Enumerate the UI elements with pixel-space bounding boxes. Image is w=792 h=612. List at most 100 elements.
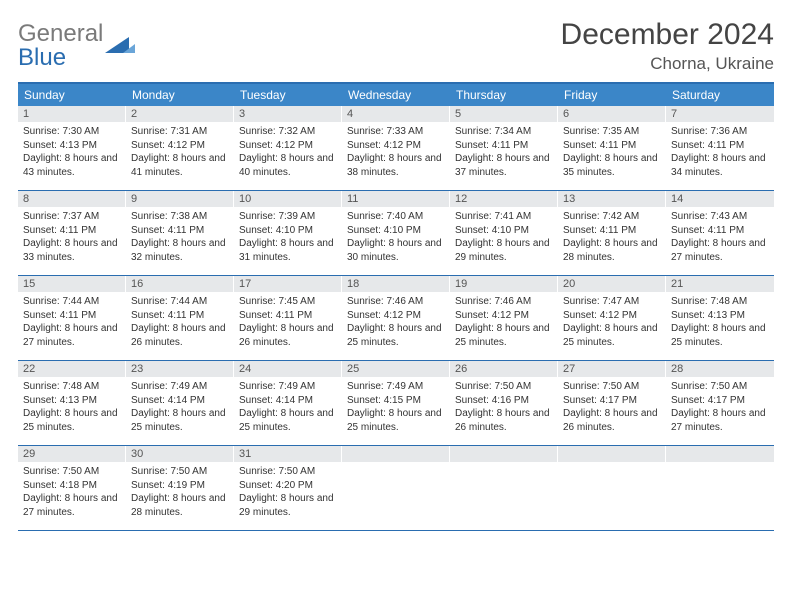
sunrise-line: Sunrise: 7:30 AM <box>23 125 121 139</box>
day-body: Sunrise: 7:43 AMSunset: 4:11 PMDaylight:… <box>666 207 774 269</box>
day-number: 25 <box>342 361 450 377</box>
day-body: Sunrise: 7:50 AMSunset: 4:17 PMDaylight:… <box>666 377 774 439</box>
sunrise-line: Sunrise: 7:36 AM <box>671 125 769 139</box>
week-row: 15Sunrise: 7:44 AMSunset: 4:11 PMDayligh… <box>18 276 774 361</box>
sunset-line: Sunset: 4:19 PM <box>131 479 229 493</box>
sunset-line: Sunset: 4:17 PM <box>671 394 769 408</box>
day-cell: 10Sunrise: 7:39 AMSunset: 4:10 PMDayligh… <box>234 191 342 275</box>
week-row: 22Sunrise: 7:48 AMSunset: 4:13 PMDayligh… <box>18 361 774 446</box>
day-body: Sunrise: 7:33 AMSunset: 4:12 PMDaylight:… <box>342 122 450 184</box>
day-body: Sunrise: 7:50 AMSunset: 4:16 PMDaylight:… <box>450 377 558 439</box>
daylight-line: Daylight: 8 hours and 28 minutes. <box>131 492 229 519</box>
day-number: 23 <box>126 361 234 377</box>
sunrise-line: Sunrise: 7:39 AM <box>239 210 337 224</box>
day-body: Sunrise: 7:48 AMSunset: 4:13 PMDaylight:… <box>666 292 774 354</box>
day-body: Sunrise: 7:34 AMSunset: 4:11 PMDaylight:… <box>450 122 558 184</box>
sunrise-line: Sunrise: 7:45 AM <box>239 295 337 309</box>
day-number: 24 <box>234 361 342 377</box>
sunrise-line: Sunrise: 7:43 AM <box>671 210 769 224</box>
sunset-line: Sunset: 4:11 PM <box>131 224 229 238</box>
day-number: 3 <box>234 106 342 122</box>
day-number: 11 <box>342 191 450 207</box>
daylight-line: Daylight: 8 hours and 33 minutes. <box>23 237 121 264</box>
sunset-line: Sunset: 4:12 PM <box>455 309 553 323</box>
daylight-line: Daylight: 8 hours and 25 minutes. <box>563 322 661 349</box>
sunset-line: Sunset: 4:11 PM <box>239 309 337 323</box>
daylight-line: Daylight: 8 hours and 35 minutes. <box>563 152 661 179</box>
day-body: Sunrise: 7:50 AMSunset: 4:19 PMDaylight:… <box>126 462 234 524</box>
daylight-line: Daylight: 8 hours and 29 minutes. <box>239 492 337 519</box>
daylight-line: Daylight: 8 hours and 25 minutes. <box>455 322 553 349</box>
sunset-line: Sunset: 4:15 PM <box>347 394 445 408</box>
daylight-line: Daylight: 8 hours and 27 minutes. <box>671 407 769 434</box>
sunrise-line: Sunrise: 7:44 AM <box>131 295 229 309</box>
sunset-line: Sunset: 4:11 PM <box>131 309 229 323</box>
sunset-line: Sunset: 4:12 PM <box>239 139 337 153</box>
day-number: 15 <box>18 276 126 292</box>
sunrise-line: Sunrise: 7:48 AM <box>671 295 769 309</box>
day-number: 7 <box>666 106 774 122</box>
sunset-line: Sunset: 4:12 PM <box>347 139 445 153</box>
daylight-line: Daylight: 8 hours and 31 minutes. <box>239 237 337 264</box>
day-cell: 11Sunrise: 7:40 AMSunset: 4:10 PMDayligh… <box>342 191 450 275</box>
location: Chorna, Ukraine <box>561 54 774 74</box>
sunset-line: Sunset: 4:14 PM <box>131 394 229 408</box>
day-cell: 6Sunrise: 7:35 AMSunset: 4:11 PMDaylight… <box>558 106 666 190</box>
daylight-line: Daylight: 8 hours and 37 minutes. <box>455 152 553 179</box>
sunset-line: Sunset: 4:13 PM <box>23 139 121 153</box>
sunset-line: Sunset: 4:11 PM <box>23 309 121 323</box>
logo-text: General Blue <box>18 22 103 70</box>
day-body: Sunrise: 7:48 AMSunset: 4:13 PMDaylight:… <box>18 377 126 439</box>
logo-part1: General <box>18 20 103 47</box>
day-cell: 27Sunrise: 7:50 AMSunset: 4:17 PMDayligh… <box>558 361 666 445</box>
sunrise-line: Sunrise: 7:49 AM <box>239 380 337 394</box>
day-number: 30 <box>126 446 234 462</box>
sunset-line: Sunset: 4:17 PM <box>563 394 661 408</box>
day-body: Sunrise: 7:49 AMSunset: 4:14 PMDaylight:… <box>126 377 234 439</box>
sunrise-line: Sunrise: 7:48 AM <box>23 380 121 394</box>
sunset-line: Sunset: 4:12 PM <box>347 309 445 323</box>
sunset-line: Sunset: 4:11 PM <box>563 224 661 238</box>
day-number: 31 <box>234 446 342 462</box>
sunset-line: Sunset: 4:11 PM <box>23 224 121 238</box>
day-number: 5 <box>450 106 558 122</box>
day-cell: 22Sunrise: 7:48 AMSunset: 4:13 PMDayligh… <box>18 361 126 445</box>
month-title: December 2024 <box>561 18 774 52</box>
day-cell: 31Sunrise: 7:50 AMSunset: 4:20 PMDayligh… <box>234 446 342 530</box>
day-cell: 20Sunrise: 7:47 AMSunset: 4:12 PMDayligh… <box>558 276 666 360</box>
day-body: Sunrise: 7:46 AMSunset: 4:12 PMDaylight:… <box>450 292 558 354</box>
day-number: 26 <box>450 361 558 377</box>
logo-part2: Blue <box>18 44 66 71</box>
sunrise-line: Sunrise: 7:33 AM <box>347 125 445 139</box>
day-cell: 26Sunrise: 7:50 AMSunset: 4:16 PMDayligh… <box>450 361 558 445</box>
day-number: 6 <box>558 106 666 122</box>
day-number: 12 <box>450 191 558 207</box>
day-body: Sunrise: 7:36 AMSunset: 4:11 PMDaylight:… <box>666 122 774 184</box>
weekday-header: Monday <box>126 84 234 106</box>
sunset-line: Sunset: 4:20 PM <box>239 479 337 493</box>
day-cell: 12Sunrise: 7:41 AMSunset: 4:10 PMDayligh… <box>450 191 558 275</box>
day-number: 13 <box>558 191 666 207</box>
sunset-line: Sunset: 4:12 PM <box>131 139 229 153</box>
weekday-header: Tuesday <box>234 84 342 106</box>
week-row: 1Sunrise: 7:30 AMSunset: 4:13 PMDaylight… <box>18 106 774 191</box>
calendar: SundayMondayTuesdayWednesdayThursdayFrid… <box>18 82 774 531</box>
day-cell <box>558 446 666 530</box>
sunrise-line: Sunrise: 7:50 AM <box>131 465 229 479</box>
sunrise-line: Sunrise: 7:44 AM <box>23 295 121 309</box>
day-number: 18 <box>342 276 450 292</box>
sunset-line: Sunset: 4:16 PM <box>455 394 553 408</box>
day-number: 27 <box>558 361 666 377</box>
day-cell <box>450 446 558 530</box>
daylight-line: Daylight: 8 hours and 27 minutes. <box>23 322 121 349</box>
day-body: Sunrise: 7:50 AMSunset: 4:17 PMDaylight:… <box>558 377 666 439</box>
day-number: 22 <box>18 361 126 377</box>
header: General Blue December 2024 Chorna, Ukrai… <box>18 18 774 74</box>
day-cell: 13Sunrise: 7:42 AMSunset: 4:11 PMDayligh… <box>558 191 666 275</box>
day-number: 2 <box>126 106 234 122</box>
day-number-empty <box>666 446 774 462</box>
day-body: Sunrise: 7:38 AMSunset: 4:11 PMDaylight:… <box>126 207 234 269</box>
week-row: 29Sunrise: 7:50 AMSunset: 4:18 PMDayligh… <box>18 446 774 531</box>
day-cell: 23Sunrise: 7:49 AMSunset: 4:14 PMDayligh… <box>126 361 234 445</box>
sunrise-line: Sunrise: 7:41 AM <box>455 210 553 224</box>
